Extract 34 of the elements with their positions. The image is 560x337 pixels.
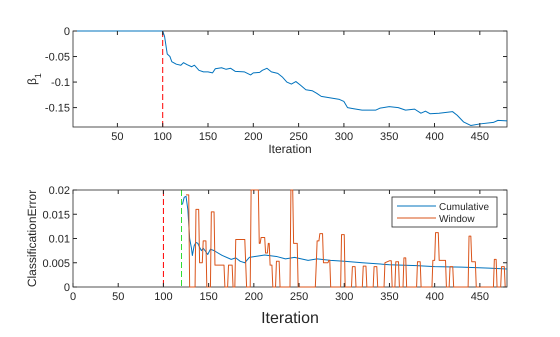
- y-tick-label: -0.15: [44, 102, 70, 115]
- y-tick-label: 0.01: [48, 234, 70, 246]
- x-tick-label: 450: [470, 291, 490, 303]
- line-series: [186, 190, 508, 288]
- y-tick-label: 0: [64, 26, 70, 38]
- y-tick-label: 0: [64, 282, 70, 294]
- y-tick-label: 0.005: [42, 258, 70, 270]
- x-axis-title: Iteration: [268, 142, 312, 156]
- y-axis-title: ClassificationError: [25, 190, 39, 288]
- x-tick-label: 250: [290, 291, 308, 303]
- x-tick-label: 350: [380, 131, 398, 143]
- x-tick-label: 350: [380, 291, 399, 303]
- x-tick-label: 200: [244, 291, 264, 303]
- y-tick-label: 0.015: [42, 209, 70, 222]
- x-tick-label: 100: [154, 291, 173, 303]
- y-tick-label: 0.02: [48, 185, 70, 197]
- x-tick-label: 450: [470, 131, 489, 143]
- legend-label: Cumulative: [439, 202, 490, 213]
- x-tick-label: 50: [112, 291, 124, 303]
- x-tick-label: 400: [425, 291, 444, 303]
- legend-label: Window: [439, 214, 476, 225]
- x-tick-label: 100: [154, 131, 172, 143]
- line-series: [182, 196, 508, 270]
- x-tick-label: 150: [199, 291, 218, 303]
- x-tick-label: 200: [244, 131, 262, 143]
- x-tick-label: 400: [425, 131, 444, 143]
- y-tick-label: -0.1: [51, 77, 70, 90]
- x-tick-label: 300: [334, 131, 354, 143]
- x-tick-label: 50: [111, 131, 124, 143]
- x-axis-title: Iteration: [261, 310, 319, 327]
- y-tick-label: -0.05: [44, 52, 70, 64]
- x-tick-label: 250: [289, 131, 308, 143]
- x-tick-label: 300: [335, 291, 354, 303]
- x-tick-label: 150: [198, 131, 218, 143]
